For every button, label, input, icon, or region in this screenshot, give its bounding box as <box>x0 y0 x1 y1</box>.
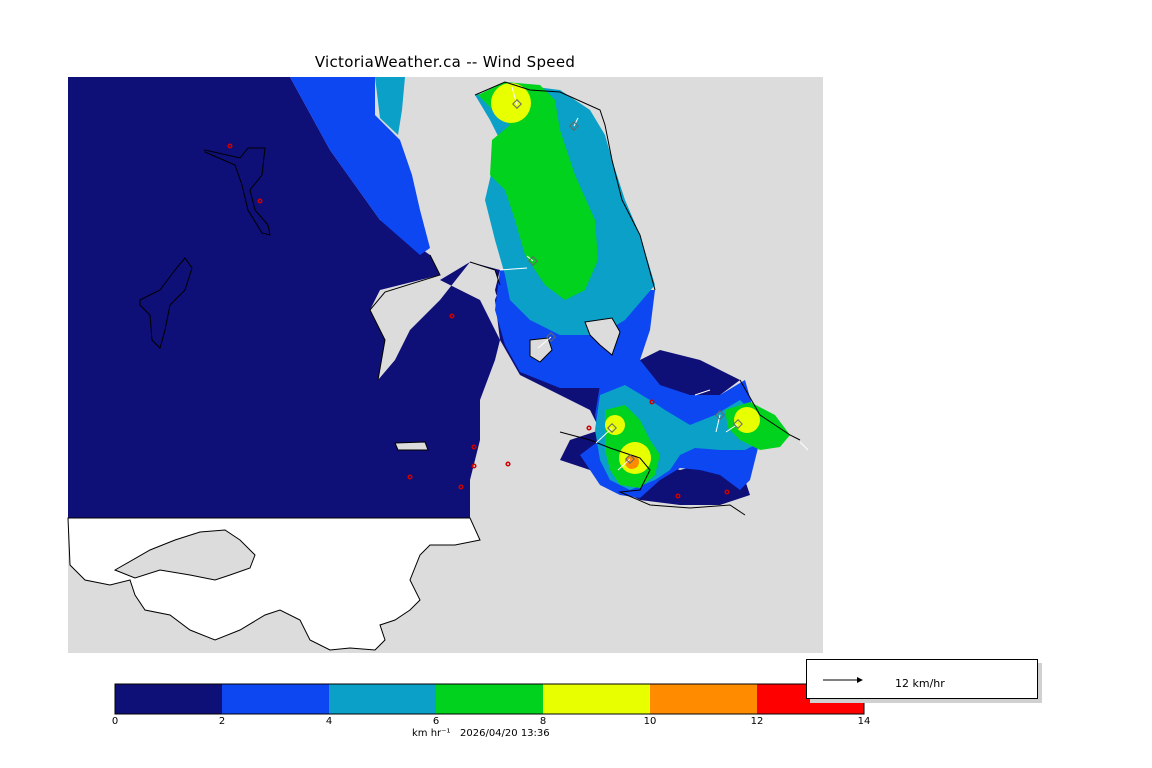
wind-vector <box>694 389 711 396</box>
station-markers <box>227 143 730 499</box>
wind-vector <box>526 255 534 262</box>
unmapped-inlet <box>113 529 256 581</box>
shoreline <box>369 254 746 516</box>
wind-vector <box>573 117 579 127</box>
colorbar-segment <box>650 684 757 714</box>
station-diamond <box>546 332 556 342</box>
wind-zone-4-6-north <box>375 77 405 135</box>
wind-vector <box>499 267 528 271</box>
wind-reference-label: 12 km/hr <box>895 677 945 690</box>
wind-reference-key: 12 km/hr <box>806 659 1038 699</box>
station-marker <box>505 461 511 467</box>
colorbar-segment <box>436 684 543 714</box>
station-marker <box>449 313 455 319</box>
station-diamond <box>625 454 635 464</box>
island-outline <box>394 441 429 451</box>
water-calm <box>68 77 750 518</box>
map-footer: km hr⁻¹ 2026/04/20 13:36 <box>412 728 550 739</box>
station-marker <box>471 444 477 450</box>
island-outline <box>204 147 271 236</box>
colorbar-tick-label: 2 <box>218 716 226 727</box>
wind-zone-8-10-east <box>734 407 760 433</box>
shoreline <box>474 81 656 291</box>
map-title: VictoriaWeather.ca -- Wind Speed <box>314 53 576 71</box>
wind-zone-2-4-north <box>290 77 430 255</box>
wind-reference-arrow-icon <box>823 677 863 683</box>
station-diamond <box>528 256 538 266</box>
station-marker <box>227 143 233 149</box>
island-outline <box>139 257 193 349</box>
wind-vectors <box>499 86 809 471</box>
wind-zone-6-8-peninsula <box>478 82 598 300</box>
timestamp-label: 2026/04/20 13:36 <box>460 728 550 739</box>
colorbar-segment <box>115 684 222 714</box>
colorbar-tick-label: 4 <box>325 716 333 727</box>
colorbar <box>114 683 865 715</box>
station-diamond <box>569 121 579 131</box>
wind-zone-8-10-north-peak <box>491 83 531 123</box>
wind-vector <box>511 86 518 106</box>
wind-zone-10-12-peak <box>625 455 639 469</box>
station-diamond <box>512 99 522 109</box>
station-marker <box>257 198 263 204</box>
station-diamond <box>733 419 743 429</box>
colorbar-tick-label: 12 <box>750 716 764 727</box>
colorbar-tick-label: 0 <box>111 716 119 727</box>
colorbar-tick-label: 8 <box>539 716 547 727</box>
wind-vector <box>799 441 809 451</box>
station-diamond <box>607 423 617 433</box>
wind-vector <box>725 423 739 433</box>
colorbar-tick-label: 10 <box>643 716 657 727</box>
station-marker <box>407 474 413 480</box>
island-outline <box>584 317 621 356</box>
colorbar-tick-label: 14 <box>857 716 871 727</box>
station-marker <box>675 493 681 499</box>
colorbar-segment <box>222 684 329 714</box>
units-label: km hr⁻¹ <box>412 728 451 739</box>
island-outline <box>529 337 553 363</box>
colorbar-frame <box>114 683 865 715</box>
station-marker <box>471 463 477 469</box>
wind-vector <box>715 414 721 433</box>
station-diamonds <box>512 99 743 464</box>
station-marker <box>458 484 464 490</box>
colorbar-tick-label: 6 <box>432 716 440 727</box>
wind-vector <box>595 427 613 444</box>
station-marker <box>724 489 730 495</box>
shoreline <box>739 379 801 441</box>
colorbar-segment <box>543 684 650 714</box>
station-marker <box>649 399 655 405</box>
station-diamond <box>715 410 725 420</box>
station-marker <box>586 425 592 431</box>
colorbar-segment <box>329 684 436 714</box>
